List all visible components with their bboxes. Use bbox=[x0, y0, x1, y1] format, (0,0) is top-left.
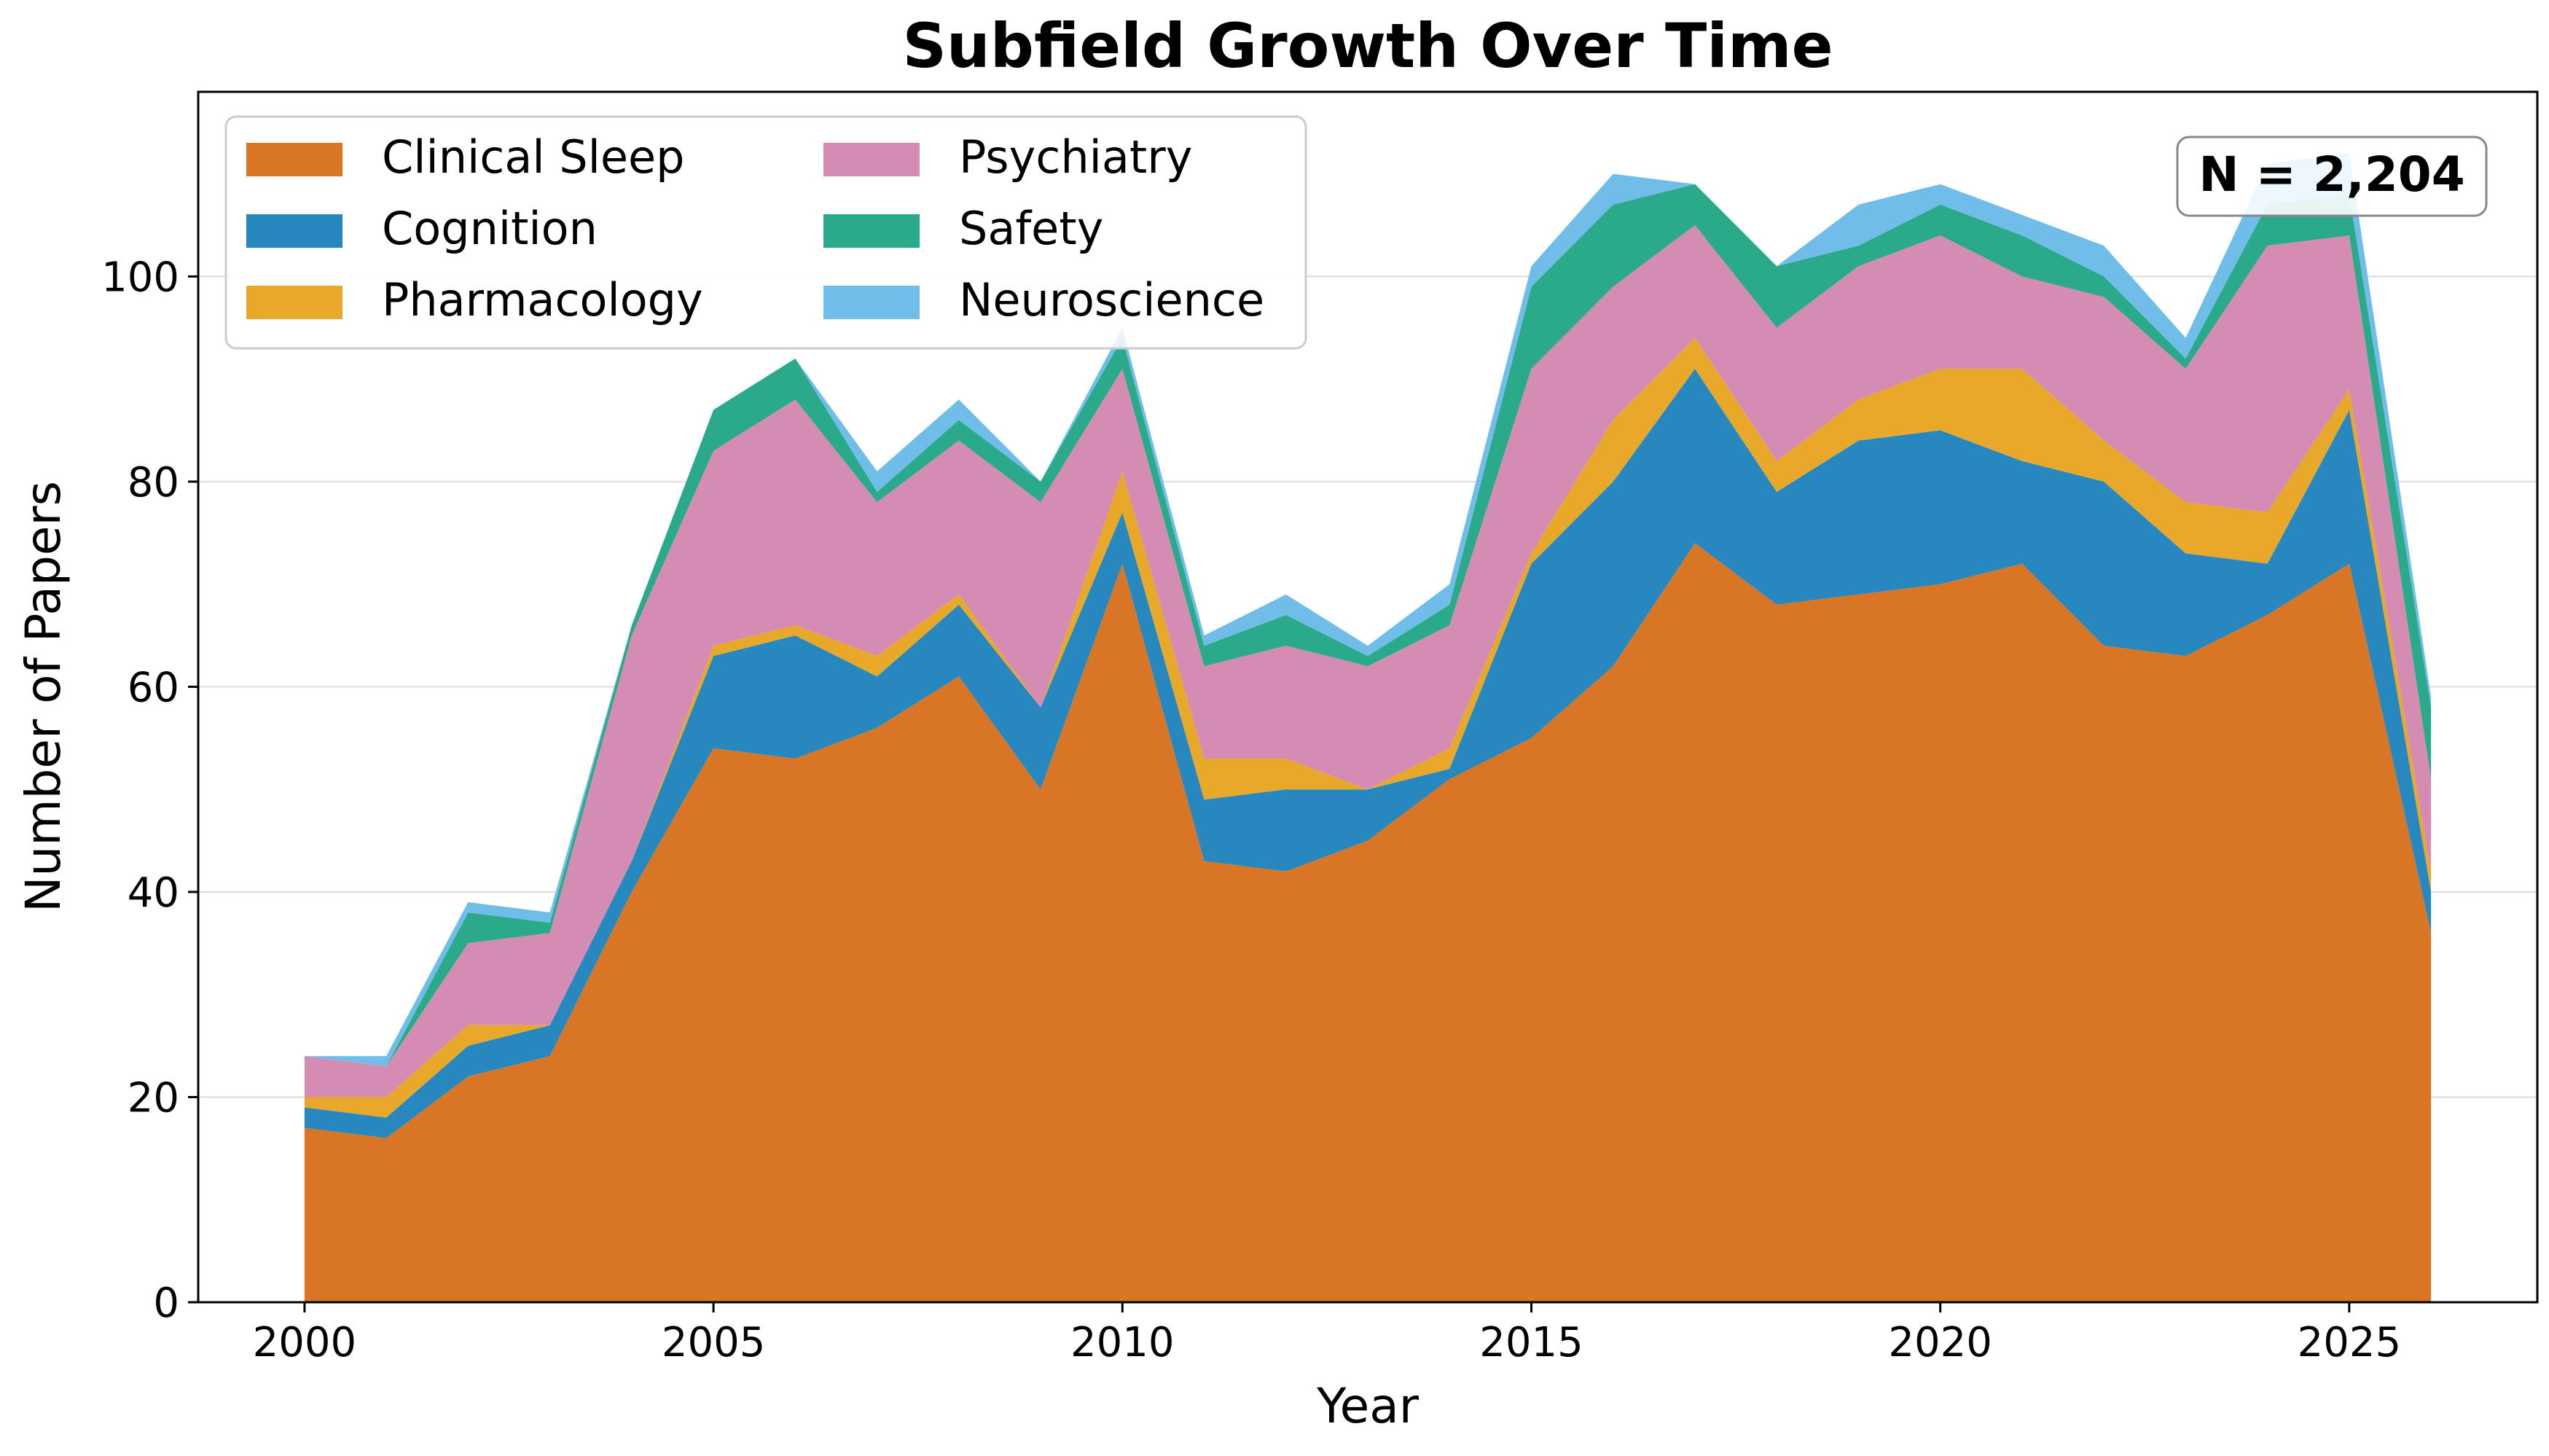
area-psychiatry bbox=[304, 225, 2432, 1097]
legend-label-psychiatry: Psychiatry bbox=[959, 130, 1192, 184]
x-tick-label-2000: 2000 bbox=[253, 1319, 357, 1366]
legend-label-neuroscience: Neuroscience bbox=[959, 273, 1264, 326]
area-clinical-sleep bbox=[304, 543, 2432, 1302]
x-tick-label-2005: 2005 bbox=[662, 1319, 766, 1366]
chart-title: Subfield Growth Over Time bbox=[902, 10, 1833, 82]
legend-label-safety: Safety bbox=[959, 202, 1103, 255]
annotation-box bbox=[2176, 136, 2488, 217]
legend-swatch-cognition bbox=[246, 214, 342, 248]
legend-label-clinical-sleep: Clinical Sleep bbox=[382, 130, 685, 184]
legend-swatch-neuroscience bbox=[823, 286, 920, 319]
area-series bbox=[304, 153, 2432, 1302]
plot-frame bbox=[197, 90, 2539, 1304]
legend-swatch-pharmacology bbox=[246, 286, 342, 319]
x-tick-label-2020: 2020 bbox=[1888, 1319, 1992, 1366]
x-tick-label-2010: 2010 bbox=[1070, 1319, 1175, 1366]
y-tick-label-60: 60 bbox=[128, 664, 179, 711]
legend-swatch-psychiatry bbox=[823, 143, 920, 176]
legend-swatch-safety bbox=[823, 214, 920, 248]
y-tick-label-80: 80 bbox=[128, 459, 179, 506]
y-tick-label-100: 100 bbox=[101, 254, 179, 301]
legend: Clinical Sleep Cognition Pharmacology Psych… bbox=[224, 115, 1307, 350]
y-tick-label-0: 0 bbox=[153, 1280, 179, 1327]
x-axis-label: Year bbox=[1316, 1378, 1420, 1434]
legend-swatch-clinical-sleep bbox=[246, 143, 342, 176]
x-tick-label-2025: 2025 bbox=[2298, 1319, 2402, 1366]
legend-label-cognition: Cognition bbox=[382, 202, 598, 255]
legend-frame bbox=[224, 115, 1307, 350]
sample-size-annotation: N = 2,204 bbox=[2176, 136, 2488, 217]
annotation-text: N = 2,204 bbox=[2198, 146, 2464, 203]
axis-ticks: 2000 2005 2010 2015 2020 2025 0 20 40 60 80 100 bbox=[101, 254, 2401, 1366]
area-cognition bbox=[304, 369, 2432, 1138]
legend-label-pharmacology: Pharmacology bbox=[382, 273, 703, 326]
y-tick-label-40: 40 bbox=[128, 869, 179, 917]
x-tick-label-2015: 2015 bbox=[1479, 1319, 1583, 1366]
y-axis-label: Number of Papers bbox=[15, 481, 71, 912]
y-tick-label-20: 20 bbox=[128, 1074, 179, 1122]
